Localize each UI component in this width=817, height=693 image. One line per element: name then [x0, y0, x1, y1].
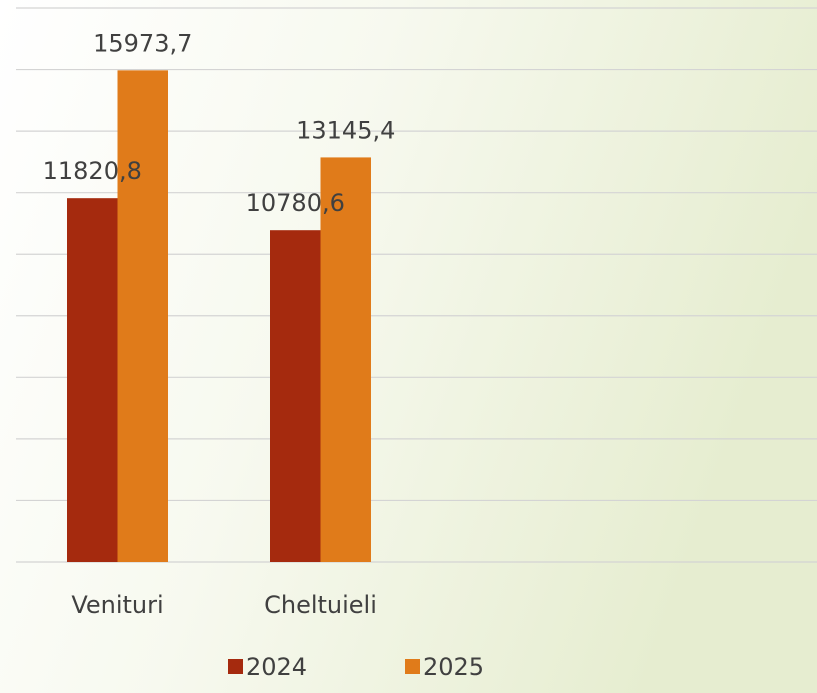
data-label: 11820,8: [43, 157, 142, 185]
data-label: 15973,7: [93, 29, 192, 57]
bar: [117, 70, 168, 562]
legend-swatch: [405, 659, 420, 674]
bar: [320, 157, 371, 562]
bar: [270, 230, 321, 562]
legend-swatch: [228, 659, 243, 674]
x-tick-label: Cheltuieli: [264, 591, 377, 619]
data-label: 13145,4: [296, 116, 395, 144]
x-tick-label: Venituri: [71, 591, 163, 619]
bar: [67, 198, 118, 562]
legend-label: 2025: [423, 653, 484, 681]
data-label: 10780,6: [246, 189, 345, 217]
legend-label: 2024: [246, 653, 307, 681]
